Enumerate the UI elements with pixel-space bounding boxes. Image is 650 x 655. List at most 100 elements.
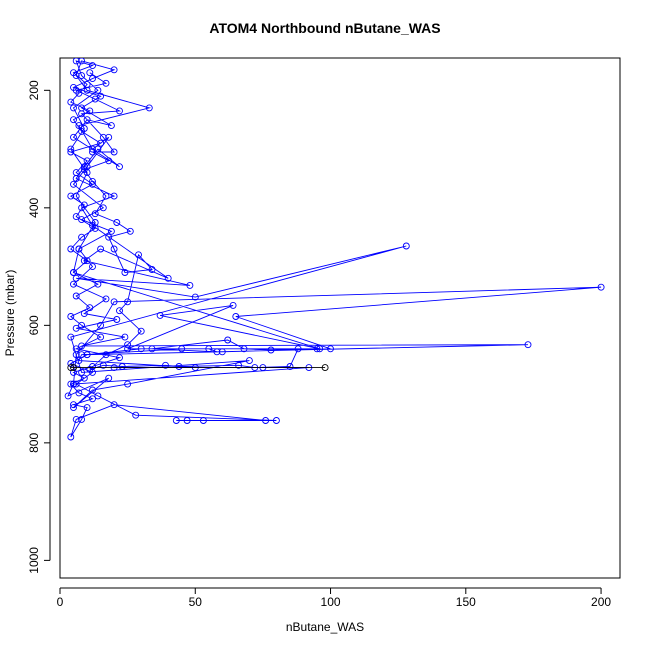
data-point xyxy=(75,245,83,253)
data-point xyxy=(164,274,172,282)
data-point xyxy=(262,417,270,424)
data-point xyxy=(286,363,294,370)
data-point xyxy=(72,274,80,282)
data-point xyxy=(110,401,118,409)
data-point xyxy=(67,364,75,372)
chart-title: ATOM4 Northbound nButane_WAS xyxy=(209,20,441,36)
data-point xyxy=(218,348,226,356)
data-point xyxy=(175,363,183,370)
data-point xyxy=(199,417,207,424)
data-point xyxy=(70,180,77,188)
series-group xyxy=(64,58,605,441)
data-point xyxy=(229,301,237,309)
data-point xyxy=(70,401,77,409)
data-point xyxy=(135,251,142,259)
data-point xyxy=(72,345,80,353)
data-point xyxy=(524,341,532,349)
data-point xyxy=(67,98,75,106)
data-point xyxy=(70,133,77,141)
data-point xyxy=(110,148,118,156)
data-point xyxy=(70,404,77,412)
data-point xyxy=(80,163,88,171)
data-point xyxy=(89,148,96,156)
data-point xyxy=(78,351,86,359)
data-point xyxy=(107,227,115,235)
data-point xyxy=(272,417,280,424)
data-point xyxy=(70,104,77,112)
data-point xyxy=(70,69,77,77)
data-point xyxy=(78,368,86,376)
data-point xyxy=(91,210,99,218)
data-point xyxy=(183,417,191,424)
data-point xyxy=(80,201,88,209)
plot-frame xyxy=(59,57,621,579)
data-point xyxy=(110,298,118,306)
data-point xyxy=(99,204,107,212)
data-point xyxy=(72,213,80,221)
data-point xyxy=(148,345,156,353)
data-point xyxy=(67,192,75,200)
data-point xyxy=(89,180,96,188)
data-point xyxy=(97,92,105,100)
data-point xyxy=(107,122,115,130)
data-point xyxy=(148,266,156,273)
data-point xyxy=(78,415,86,423)
data-point xyxy=(86,304,94,312)
data-point xyxy=(124,298,132,306)
data-point xyxy=(316,345,324,353)
data-point xyxy=(80,257,88,265)
data-point xyxy=(116,354,123,362)
data-point xyxy=(113,219,121,226)
data-point xyxy=(116,163,123,171)
data-point xyxy=(80,310,88,318)
data-point xyxy=(89,177,96,185)
data-point xyxy=(213,348,221,356)
series-line xyxy=(67,60,602,438)
data-point xyxy=(402,242,410,250)
data-point xyxy=(102,192,110,200)
data-point xyxy=(83,404,91,412)
x-axis-label: nButane_WAS xyxy=(285,620,365,634)
data-point xyxy=(83,116,91,124)
data-point xyxy=(172,417,180,424)
data-point xyxy=(78,110,86,118)
data-point xyxy=(80,374,88,382)
data-point xyxy=(113,316,121,323)
data-point xyxy=(78,72,86,80)
data-point xyxy=(72,292,80,300)
data-point xyxy=(94,392,102,400)
data-point xyxy=(72,192,80,200)
data-point xyxy=(70,380,77,388)
data-point xyxy=(191,293,199,301)
data-point xyxy=(86,365,94,373)
data-point xyxy=(70,269,77,276)
y-tick-label: 600 xyxy=(27,315,41,335)
data-point xyxy=(80,125,88,132)
data-point xyxy=(78,58,86,65)
data-point xyxy=(597,283,605,291)
data-point xyxy=(97,321,105,329)
y-axis-label: Pressure (mbar) xyxy=(3,269,17,357)
data-point xyxy=(110,192,118,200)
data-point xyxy=(89,395,96,403)
data-point xyxy=(70,116,77,124)
data-point xyxy=(137,345,145,353)
data-point xyxy=(102,351,110,359)
data-point xyxy=(240,345,248,353)
data-point xyxy=(64,392,72,400)
data-point xyxy=(78,233,86,241)
data-point xyxy=(116,107,123,115)
data-point xyxy=(67,433,75,441)
data-point xyxy=(75,389,83,397)
x-tick-label: 200 xyxy=(591,595,611,609)
data-point xyxy=(94,145,102,153)
data-point xyxy=(67,333,75,341)
y-tick-label: 200 xyxy=(27,80,41,100)
data-point xyxy=(72,58,80,65)
data-point xyxy=(132,411,140,419)
data-point xyxy=(67,380,75,388)
data-point xyxy=(99,133,107,141)
data-point xyxy=(89,75,96,83)
x-tick-label: 150 xyxy=(456,595,476,609)
